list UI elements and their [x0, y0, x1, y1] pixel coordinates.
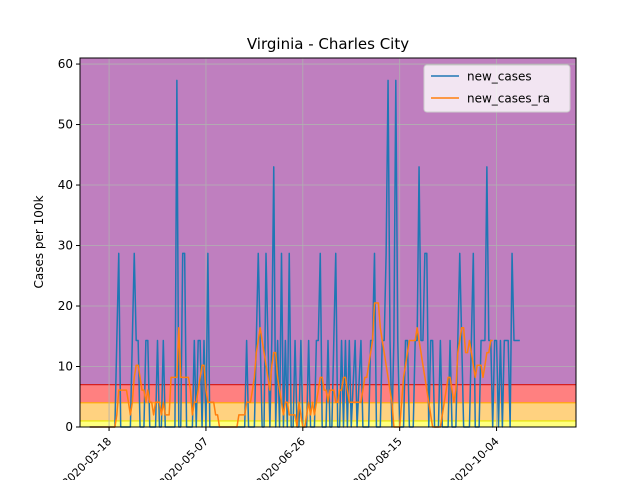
chart-title: Virginia - Charles City: [247, 35, 409, 53]
y-axis-label: Cases per 100k: [32, 195, 46, 288]
legend-label-new-cases: new_cases: [467, 70, 532, 84]
series-line-new-cases-ra: [89, 302, 493, 428]
legend-box: [423, 64, 571, 113]
y-tick-label-50: 50: [58, 118, 73, 132]
y-tick-label-0: 0: [65, 420, 73, 434]
series-lines: [89, 79, 520, 428]
y-tick-label-60: 60: [58, 57, 73, 71]
y-tick-label-40: 40: [58, 178, 73, 192]
y-tick-label-10: 10: [58, 360, 73, 374]
y-tick-label-30: 30: [58, 239, 73, 253]
legend: new_cases new_cases_ra: [423, 64, 571, 113]
risk-band-0: [80, 420, 576, 427]
series-line-new-cases: [89, 79, 520, 428]
plot-frame: [79, 57, 577, 428]
y-tick-label-20: 20: [58, 299, 73, 313]
legend-label-new-cases-ra: new_cases_ra: [467, 92, 550, 106]
